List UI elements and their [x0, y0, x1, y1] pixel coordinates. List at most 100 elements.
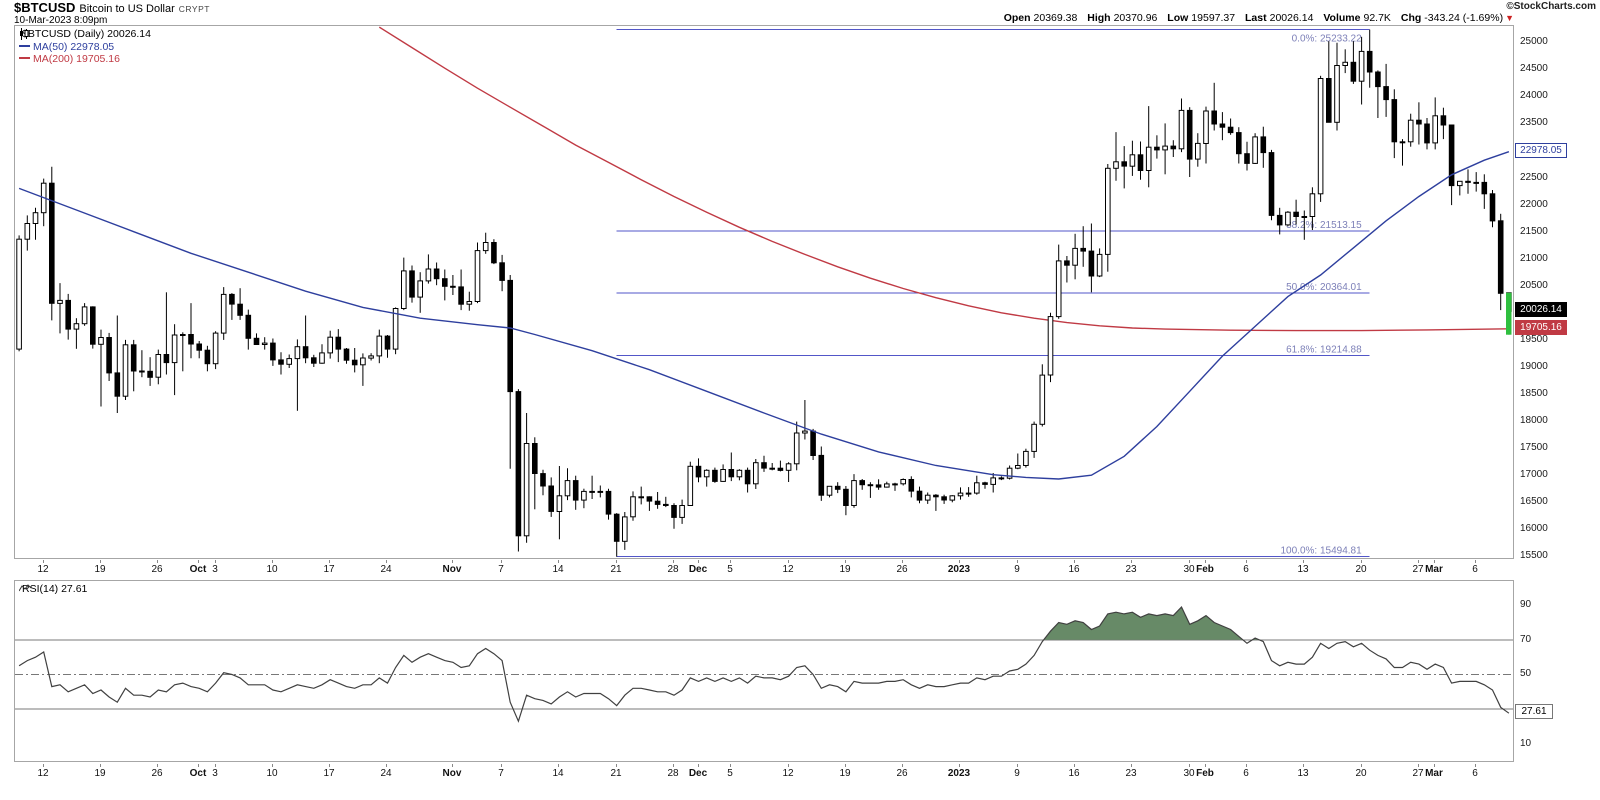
last-change-bar	[1506, 292, 1512, 335]
legend-ma50-label: MA(50) 22978.05	[33, 40, 115, 53]
quote-chg-label: Chg	[1400, 12, 1422, 24]
x-axis-label: 30	[1183, 564, 1195, 575]
x-axis-tick	[1131, 764, 1132, 767]
x-axis-label: 20	[1355, 564, 1367, 575]
x-axis-label: 27	[1412, 768, 1424, 779]
x-axis-label: 12	[782, 768, 794, 779]
x-axis-tick	[558, 764, 559, 767]
x-axis-label: 19	[94, 564, 106, 575]
ma50-price-box: 22978.05	[1515, 143, 1567, 158]
rsi-overbought-fill	[1043, 607, 1260, 640]
price-chart-svg: 0.0%: 25233.22 38.2%: 21513.15 50.0%: 2036…	[16, 26, 1512, 558]
x-axis-tick	[215, 560, 216, 563]
quote-low-value: 19597.37	[1191, 12, 1236, 24]
x-axis-tick	[845, 764, 846, 767]
rsi-chart-svg	[15, 605, 1513, 723]
price-axis-label: 18000	[1520, 415, 1548, 426]
x-axis-label: 12	[37, 564, 49, 575]
x-axis-tick	[1475, 560, 1476, 563]
quote-last-label: Last	[1245, 12, 1267, 24]
price-axis-label: 16500	[1520, 496, 1548, 507]
x-axis-label: 6	[1243, 768, 1249, 779]
x-axis-tick	[1434, 764, 1435, 767]
x-axis-tick	[1017, 764, 1018, 767]
x-axis-label: 5	[727, 564, 733, 575]
x-axis-label: 26	[151, 768, 163, 779]
x-axis-label: 23	[1125, 768, 1137, 779]
x-axis-tick	[329, 560, 330, 563]
x-axis-label: 14	[552, 564, 564, 575]
x-axis-tick	[1303, 764, 1304, 767]
x-axis-tick	[43, 764, 44, 767]
x-axis-tick	[1246, 560, 1247, 563]
x-axis-label: 2023	[947, 564, 971, 575]
x-axis-tick	[1475, 764, 1476, 767]
x-axis-tick	[673, 764, 674, 767]
x-axis-tick	[452, 560, 453, 563]
x-axis-label: 6	[1472, 564, 1478, 575]
legend-symbol-label: $BTCUSD (Daily) 20026.14	[22, 28, 151, 40]
x-axis-tick	[1131, 560, 1132, 563]
x-axis-label: 9	[1014, 564, 1020, 575]
x-axis-tick	[788, 764, 789, 767]
x-axis-label: 26	[896, 768, 908, 779]
x-axis-label: Dec	[688, 564, 708, 575]
rsi-legend-row: RSI(14) 27.61	[19, 583, 87, 596]
ma200-price-box: 19705.16	[1515, 320, 1567, 335]
x-axis-tick	[1303, 560, 1304, 563]
price-axis-label: 17500	[1520, 442, 1548, 453]
x-axis-tick	[501, 764, 502, 767]
x-axis-label: 10	[266, 768, 278, 779]
symbol-description: Bitcoin to US Dollar	[79, 3, 175, 15]
ma50-line-icon	[19, 44, 30, 47]
x-axis-label: 7	[498, 768, 504, 779]
quote-last-value: 20026.14	[1269, 12, 1314, 24]
svg-text:50.0%: 20364.01: 50.0%: 20364.01	[1286, 282, 1362, 293]
price-axis-label: 16000	[1520, 523, 1548, 534]
x-axis-label: 28	[667, 768, 679, 779]
quote-high-value: 20370.96	[1113, 12, 1158, 24]
last-price-box: 20026.14	[1515, 302, 1567, 317]
x-axis-tick	[43, 560, 44, 563]
quote-chg-value: -343.24 (-1.69%)	[1424, 12, 1504, 24]
price-axis-label: 19000	[1520, 361, 1548, 372]
x-axis-label: Dec	[688, 768, 708, 779]
quote-high-label: High	[1087, 12, 1111, 24]
x-axis-tick	[1361, 560, 1362, 563]
price-axis-label: 22500	[1520, 172, 1548, 183]
svg-text:100.0%: 15494.81: 100.0%: 15494.81	[1281, 546, 1363, 557]
x-axis-tick	[673, 560, 674, 563]
x-axis-tick	[1418, 560, 1419, 563]
x-axis-tick	[788, 560, 789, 563]
rsi-legend-label: RSI(14) 27.61	[22, 583, 88, 595]
rsi-axis-label: 70	[1520, 634, 1532, 645]
x-axis-label: 24	[380, 564, 392, 575]
x-axis-label: 23	[1125, 564, 1137, 575]
x-axis-label: Nov	[442, 768, 462, 779]
x-axis-tick	[215, 764, 216, 767]
x-axis-tick	[616, 560, 617, 563]
x-axis-tick	[157, 560, 158, 563]
rsi-last-value-box: 27.61	[1515, 704, 1553, 719]
x-axis-tick	[845, 560, 846, 563]
x-axis-label: 14	[552, 768, 564, 779]
x-axis-label: Mar	[1425, 564, 1443, 575]
fib-labels: 0.0%: 25233.22 38.2%: 21513.15 50.0%: 2036…	[1281, 34, 1363, 557]
x-axis-label: 10	[266, 564, 278, 575]
fib-retracement-lines	[616, 29, 1370, 558]
ma50-line	[18, 151, 1510, 480]
x-axis-tick	[1205, 560, 1206, 563]
price-axis-right: 2500024500240002350023000225002200021500…	[1515, 25, 1599, 561]
rsi-line	[18, 605, 1510, 723]
price-axis-label: 19500	[1520, 334, 1548, 345]
legend-ma200-row: MA(200) 19705.16	[19, 53, 151, 66]
x-axis-label: 16	[1068, 768, 1080, 779]
x-axis-tick	[1189, 764, 1190, 767]
x-axis-label: Nov	[442, 564, 462, 575]
x-axis-tick	[1017, 560, 1018, 563]
x-axis-tick	[730, 560, 731, 563]
x-axis-tick	[386, 764, 387, 767]
x-axis-tick	[100, 764, 101, 767]
x-axis-tick	[329, 764, 330, 767]
